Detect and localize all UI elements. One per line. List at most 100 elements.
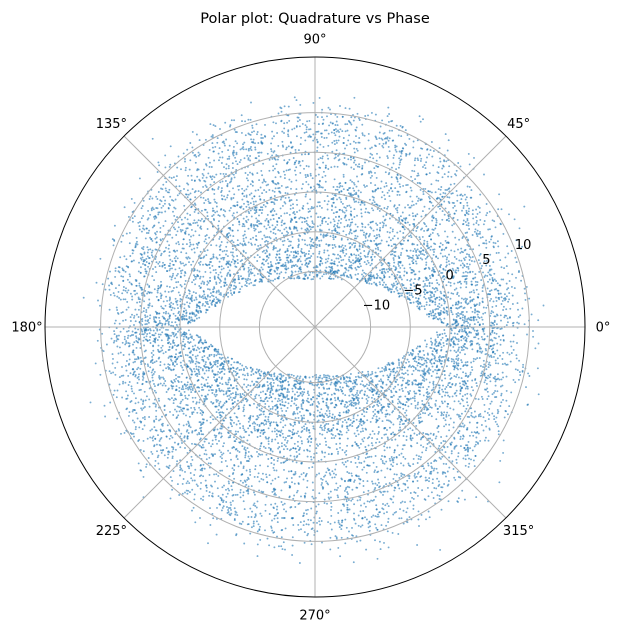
scatter-point — [303, 541, 306, 544]
scatter-point — [416, 302, 419, 305]
scatter-point — [129, 320, 132, 322]
scatter-point — [202, 220, 205, 223]
scatter-point — [289, 240, 292, 243]
scatter-point — [216, 210, 219, 213]
scatter-point — [370, 227, 373, 230]
scatter-point — [221, 493, 224, 496]
scatter-point — [532, 335, 535, 338]
scatter-point — [274, 477, 277, 480]
scatter-point — [182, 424, 185, 427]
scatter-point — [235, 438, 238, 441]
scatter-point — [380, 196, 383, 199]
scatter-point — [483, 220, 486, 222]
scatter-point — [350, 461, 353, 463]
scatter-point — [227, 295, 230, 298]
scatter-point — [249, 418, 251, 421]
scatter-point — [160, 436, 163, 439]
scatter-point — [352, 397, 355, 400]
scatter-point — [489, 373, 492, 376]
scatter-point — [390, 283, 393, 286]
scatter-point — [397, 406, 400, 409]
scatter-point — [476, 357, 479, 360]
scatter-point — [274, 278, 276, 281]
scatter-point — [430, 415, 433, 418]
scatter-point — [343, 225, 346, 228]
scatter-point — [441, 395, 444, 398]
scatter-point — [297, 435, 300, 437]
scatter-point — [516, 321, 519, 324]
scatter-point — [152, 268, 154, 270]
scatter-point — [198, 294, 201, 297]
scatter-point — [222, 365, 225, 368]
scatter-point — [366, 402, 368, 405]
scatter-point — [345, 209, 348, 212]
scatter-point — [152, 402, 155, 405]
scatter-point — [333, 225, 335, 228]
scatter-point — [174, 207, 177, 210]
scatter-point — [361, 273, 363, 276]
scatter-point — [196, 411, 199, 414]
scatter-point — [297, 406, 300, 409]
scatter-point — [284, 192, 287, 194]
scatter-point — [302, 472, 305, 474]
scatter-point — [380, 458, 383, 461]
scatter-point — [208, 263, 211, 266]
scatter-point — [470, 189, 473, 192]
scatter-point — [142, 439, 145, 442]
scatter-point — [243, 367, 245, 370]
scatter-point — [215, 271, 218, 274]
scatter-point — [295, 376, 298, 379]
scatter-point — [440, 292, 443, 295]
scatter-point — [150, 352, 153, 354]
scatter-point — [141, 403, 144, 405]
scatter-point — [244, 449, 247, 452]
scatter-point — [276, 521, 279, 524]
scatter-point — [222, 209, 225, 212]
scatter-point — [151, 428, 153, 431]
scatter-point — [438, 298, 441, 301]
scatter-point — [151, 275, 154, 278]
scatter-point — [329, 108, 331, 111]
scatter-point — [358, 117, 360, 120]
scatter-point — [292, 254, 295, 257]
scatter-point — [473, 410, 476, 413]
scatter-point — [292, 424, 295, 427]
scatter-point — [220, 194, 223, 197]
scatter-point — [386, 155, 389, 158]
scatter-point — [286, 448, 289, 450]
scatter-point — [478, 317, 481, 319]
scatter-point — [510, 285, 513, 288]
scatter-point — [405, 439, 408, 441]
scatter-point — [344, 495, 347, 498]
scatter-point — [459, 264, 462, 267]
scatter-point — [223, 373, 226, 375]
scatter-point — [353, 189, 356, 192]
scatter-point — [342, 175, 345, 178]
scatter-point — [374, 171, 376, 174]
scatter-point — [352, 119, 355, 122]
scatter-point — [492, 300, 495, 303]
scatter-point — [400, 251, 403, 254]
scatter-point — [193, 179, 196, 182]
scatter-point — [447, 139, 450, 142]
scatter-point — [439, 548, 442, 551]
scatter-point — [188, 316, 191, 318]
scatter-point — [249, 278, 252, 281]
scatter-point — [508, 292, 511, 295]
scatter-point — [200, 426, 203, 429]
scatter-point — [465, 428, 468, 431]
scatter-point — [270, 375, 273, 378]
scatter-point — [486, 411, 489, 414]
scatter-point — [287, 380, 290, 383]
scatter-point — [173, 365, 176, 367]
scatter-point — [299, 216, 302, 219]
scatter-point — [191, 413, 194, 415]
scatter-point — [138, 378, 140, 381]
scatter-point — [265, 227, 268, 230]
scatter-point — [192, 234, 195, 237]
scatter-point — [416, 479, 419, 482]
scatter-point — [386, 436, 389, 439]
scatter-point — [353, 183, 356, 186]
scatter-point — [235, 151, 238, 154]
scatter-point — [249, 366, 252, 369]
